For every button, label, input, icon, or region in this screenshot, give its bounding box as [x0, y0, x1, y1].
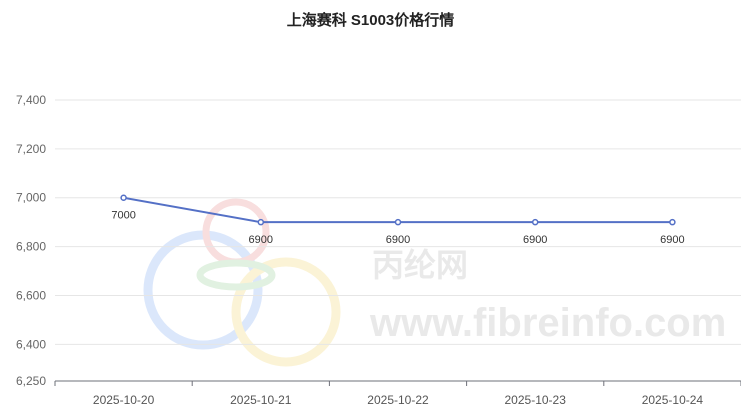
x-tick-label: 2025-10-21 — [230, 393, 292, 407]
y-tick-label: 6,250 — [16, 374, 46, 388]
gridlines — [55, 99, 741, 345]
y-tick-label: 7,200 — [16, 142, 46, 156]
chart-title: 上海赛科 S1003价格行情 — [286, 12, 455, 29]
data-labels: 7000 6900 6900 6900 6900 — [111, 210, 684, 246]
data-point — [531, 218, 539, 226]
y-tick-label: 6,400 — [16, 337, 46, 351]
data-point — [394, 218, 402, 226]
y-tick-label: 7,400 — [16, 93, 46, 107]
watermark-ring-green — [196, 259, 276, 291]
data-point — [669, 218, 676, 226]
data-point — [120, 194, 127, 201]
data-label: 7000 — [111, 210, 135, 222]
watermark-ring-yellow — [231, 257, 341, 367]
y-tick-label: 6,600 — [16, 288, 46, 302]
watermark-site: www.fibreinfo.com — [369, 301, 726, 345]
axes: 6,250 6,400 6,600 6,800 7,000 7,200 7,400 2025-… — [16, 93, 741, 407]
series-layer — [120, 194, 676, 226]
x-tick-label: 2025-10-24 — [642, 393, 704, 407]
y-tick-label: 6,800 — [16, 240, 46, 254]
data-label: 6900 — [523, 234, 547, 246]
x-tick-label: 2025-10-23 — [505, 393, 567, 407]
y-tick-label: 7,000 — [16, 191, 46, 205]
watermark: 丙纶网 www.fibreinfo.com — [143, 198, 726, 367]
data-label: 6900 — [386, 234, 410, 246]
data-point — [257, 218, 265, 226]
x-tick-label: 2025-10-20 — [93, 393, 155, 407]
data-label: 6900 — [249, 234, 273, 246]
watermark-brand-cn: 丙纶网 — [372, 247, 468, 283]
data-label: 6900 — [660, 234, 684, 246]
x-tick-label: 2025-10-22 — [367, 393, 429, 407]
